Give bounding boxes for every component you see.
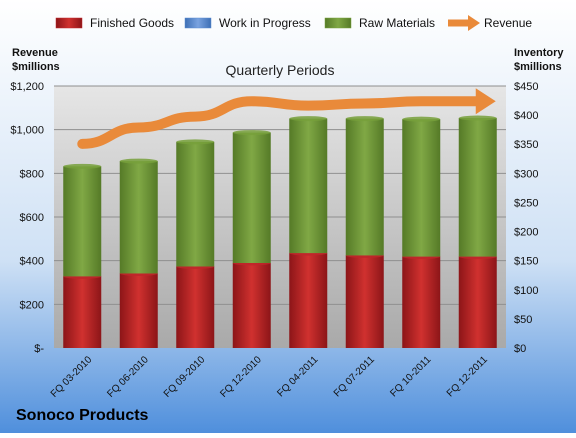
revenue-line [77, 96, 483, 149]
bar-raw-materials [119, 161, 158, 274]
right-tick-label: $150 [514, 256, 538, 268]
left-tick-label: $1,200 [10, 81, 44, 93]
legend-label: Finished Goods [90, 16, 174, 30]
bar-raw-materials [63, 166, 102, 277]
right-tick-label: $50 [514, 314, 532, 326]
left-tick-label: $1,000 [10, 125, 44, 137]
legend-swatch-finished-goods [55, 17, 83, 29]
bar-finished-goods [402, 256, 441, 348]
bar-raw-materials [232, 132, 271, 263]
left-tick-label: $- [34, 343, 44, 355]
left-axis-title-line1: Revenue [12, 47, 58, 59]
bar-cap-raw-materials [119, 158, 158, 164]
bar-finished-goods [345, 255, 384, 348]
legend-swatch-work-in-progress [184, 17, 212, 29]
right-axis-title-line2: $millions [514, 61, 562, 73]
left-tick-label: $400 [20, 256, 44, 268]
bar-finished-goods [458, 256, 497, 348]
bar-cap-raw-materials [176, 139, 215, 145]
right-tick-label: $100 [514, 285, 538, 297]
bar-finished-goods [232, 262, 271, 348]
right-axis-title-line1: Inventory [514, 47, 564, 59]
right-tick-label: $450 [514, 81, 538, 93]
bar-finished-goods [119, 273, 158, 348]
bar-finished-goods [289, 253, 328, 348]
legend-label: Work in Progress [219, 16, 311, 30]
bar-finished-goods [63, 276, 102, 348]
legend-label: Revenue [484, 16, 532, 30]
chart-title: Quarterly Periods [226, 62, 335, 78]
legend-swatch-raw-materials [324, 17, 352, 29]
bar-raw-materials [345, 118, 384, 256]
bar-finished-goods [176, 266, 215, 348]
bar-raw-materials [402, 119, 441, 257]
legend: Finished Goods Work in Progress Raw Materi… [55, 15, 532, 31]
bar-cap-raw-materials [232, 130, 271, 136]
bar-cap-raw-materials [345, 116, 384, 122]
bar-series-group [63, 115, 497, 348]
left-axis-title-line2: $millions [12, 61, 60, 73]
bar-cap-raw-materials [63, 163, 102, 169]
legend-arrowhead [468, 15, 480, 31]
left-tick-label: $800 [20, 168, 44, 180]
right-tick-label: $300 [514, 168, 538, 180]
bar-raw-materials [289, 118, 328, 254]
company-name: Sonoco Products [16, 407, 149, 424]
right-axis: $0 $50 $100 $150 $200 $250 $300 $350 $400 $450 [514, 81, 538, 355]
legend-label: Raw Materials [359, 16, 435, 30]
bar-raw-materials [176, 141, 215, 267]
right-tick-label: $350 [514, 139, 538, 151]
revenue-arrowhead [475, 88, 496, 115]
right-tick-label: $400 [514, 110, 538, 122]
bar-cap-raw-materials [458, 115, 497, 121]
bar-cap-raw-materials [402, 116, 441, 122]
right-tick-label: $250 [514, 197, 538, 209]
bar-raw-materials [458, 118, 497, 257]
left-axis: $- $200 $400 $600 $800 $1,000 $1,200 [10, 81, 44, 355]
right-tick-label: $200 [514, 227, 538, 239]
left-tick-label: $600 [20, 212, 44, 224]
left-tick-label: $200 [20, 299, 44, 311]
revenue-series-group [77, 88, 496, 149]
bar-cap-raw-materials [289, 116, 328, 122]
right-tick-label: $0 [514, 343, 526, 355]
